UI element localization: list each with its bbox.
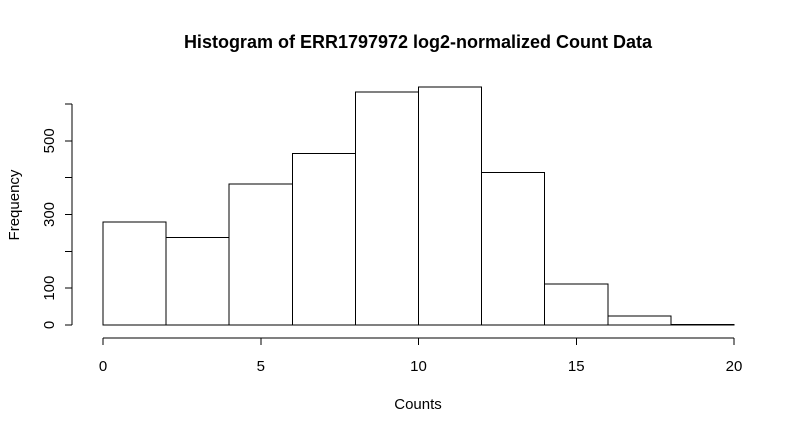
y-tick-label: 300	[41, 202, 58, 227]
histogram-bars	[102, 86, 735, 326]
histogram-bar	[102, 221, 167, 326]
x-tick-label: 20	[726, 358, 743, 375]
histogram-bar	[228, 183, 293, 326]
y-axis: 0 100 300 500	[41, 103, 73, 329]
histogram-bar	[544, 283, 609, 326]
histogram-bar	[354, 91, 419, 326]
histogram-bar	[418, 86, 483, 326]
y-axis-label: Frequency	[6, 169, 23, 240]
chart-title: Histogram of ERR1797972 log2-normalized …	[184, 32, 653, 52]
y-tick-label: 100	[41, 276, 58, 301]
y-tick-label: 500	[41, 128, 58, 153]
histogram-bar	[165, 236, 230, 326]
histogram-bar	[291, 153, 356, 326]
x-axis-label: Counts	[394, 396, 442, 413]
x-tick-label: 0	[99, 358, 107, 375]
histogram-bar	[481, 172, 546, 326]
x-tick-label: 10	[410, 358, 427, 375]
x-tick-label: 15	[568, 358, 585, 375]
histogram-bar	[607, 315, 672, 326]
y-tick-label: 0	[41, 321, 58, 329]
x-tick-label: 5	[257, 358, 265, 375]
x-axis: 0 5 10 15 20	[99, 337, 743, 375]
